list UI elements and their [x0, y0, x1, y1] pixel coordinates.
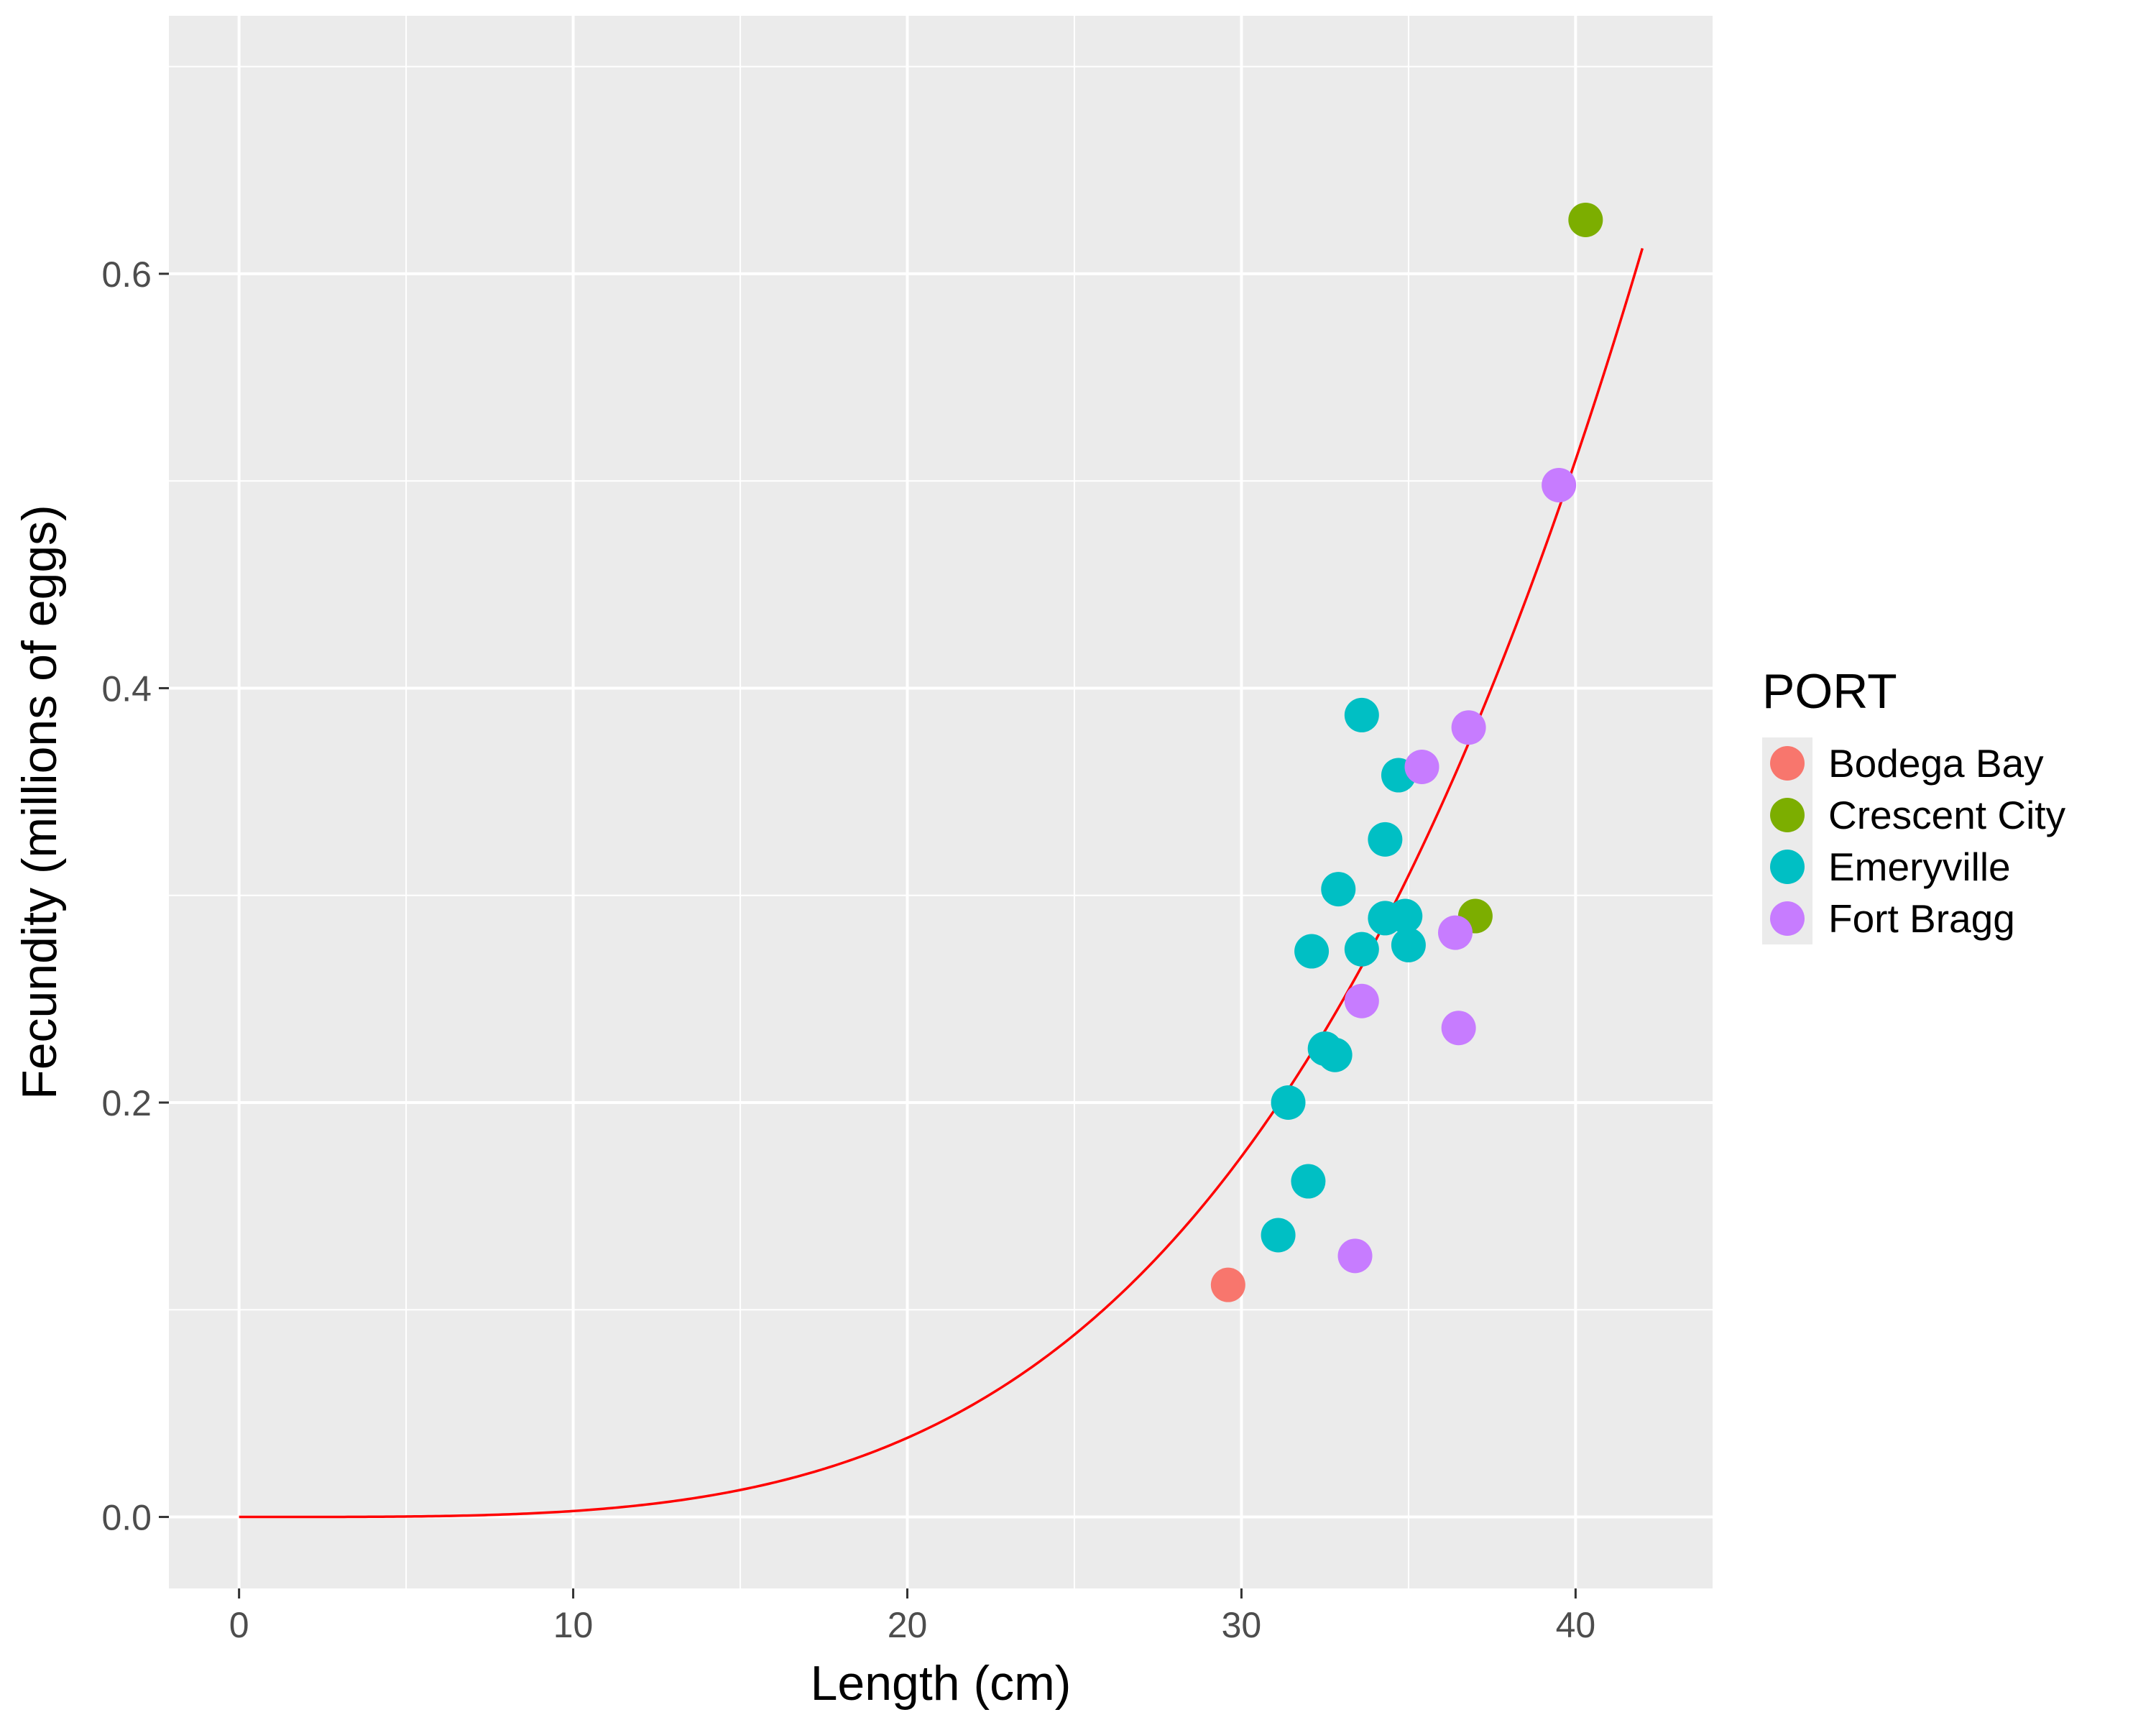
x-tick-label: 40 — [1556, 1605, 1596, 1645]
data-point-emeryville — [1344, 697, 1379, 732]
data-point-fort-bragg — [1404, 749, 1439, 784]
legend-key-marker — [1770, 746, 1805, 781]
legend-key-marker — [1770, 901, 1805, 936]
data-point-emeryville — [1291, 1164, 1326, 1199]
x-tick-label: 0 — [229, 1605, 249, 1645]
legend-label: Crescent City — [1828, 793, 2066, 837]
legend-item-bodega-bay: Bodega Bay — [1762, 737, 2044, 789]
legend-title: PORT — [1762, 664, 1897, 719]
major-gridlines — [169, 16, 1713, 1588]
legend-item-emeryville: Emeryville — [1762, 841, 2011, 893]
data-point-emeryville — [1368, 901, 1403, 936]
legend: PORT Bodega Bay Crescent City Emeryville Fo… — [1762, 664, 2066, 944]
data-point-emeryville — [1317, 1037, 1353, 1072]
x-tick-label: 10 — [553, 1605, 594, 1645]
y-axis-ticks: 0.0 0.2 0.4 0.6 — [101, 254, 169, 1538]
fit-curve-layer — [239, 247, 1644, 1519]
data-point-emeryville — [1271, 1085, 1306, 1120]
data-point-emeryville — [1368, 822, 1403, 857]
data-points — [1210, 202, 1603, 1302]
x-axis-title: Length (cm) — [811, 1656, 1072, 1711]
legend-items: Bodega Bay Crescent City Emeryville Fort Br… — [1762, 737, 2066, 944]
y-tick-label: 0.0 — [101, 1498, 152, 1538]
legend-label: Fort Bragg — [1828, 896, 2015, 941]
y-tick-label: 0.4 — [101, 668, 152, 709]
data-point-fort-bragg — [1438, 915, 1473, 950]
x-tick-label: 30 — [1222, 1605, 1262, 1645]
fit-curve-line — [239, 247, 1644, 1519]
legend-label: Emeryville — [1828, 845, 2011, 889]
legend-key-marker — [1770, 798, 1805, 832]
data-point-fort-bragg — [1451, 710, 1486, 745]
legend-key-marker — [1770, 850, 1805, 884]
data-point-emeryville — [1294, 934, 1330, 969]
data-point-emeryville — [1391, 927, 1426, 962]
legend-item-crescent-city: Crescent City — [1762, 789, 2066, 841]
minor-gridlines — [169, 16, 1713, 1588]
data-point-fort-bragg — [1441, 1011, 1476, 1046]
legend-item-fort-bragg: Fort Bragg — [1762, 893, 2015, 944]
data-point-fort-bragg — [1337, 1238, 1373, 1274]
data-point-fort-bragg — [1344, 983, 1379, 1018]
data-point-emeryville — [1261, 1218, 1296, 1253]
y-axis-title: Fecundity (millions of eggs) — [12, 505, 67, 1100]
plot-panel — [169, 16, 1713, 1588]
x-axis-ticks: 0 10 20 30 40 — [229, 1588, 1595, 1645]
y-tick-label: 0.6 — [101, 254, 152, 295]
data-point-emeryville — [1344, 932, 1379, 967]
data-point-emeryville — [1321, 872, 1356, 907]
x-tick-label: 20 — [888, 1605, 928, 1645]
data-point-fort-bragg — [1542, 467, 1577, 502]
y-tick-label: 0.2 — [101, 1083, 152, 1123]
data-point-crescent-city — [1568, 202, 1603, 237]
legend-label: Bodega Bay — [1828, 741, 2044, 786]
data-point-bodega-bay — [1210, 1267, 1245, 1302]
